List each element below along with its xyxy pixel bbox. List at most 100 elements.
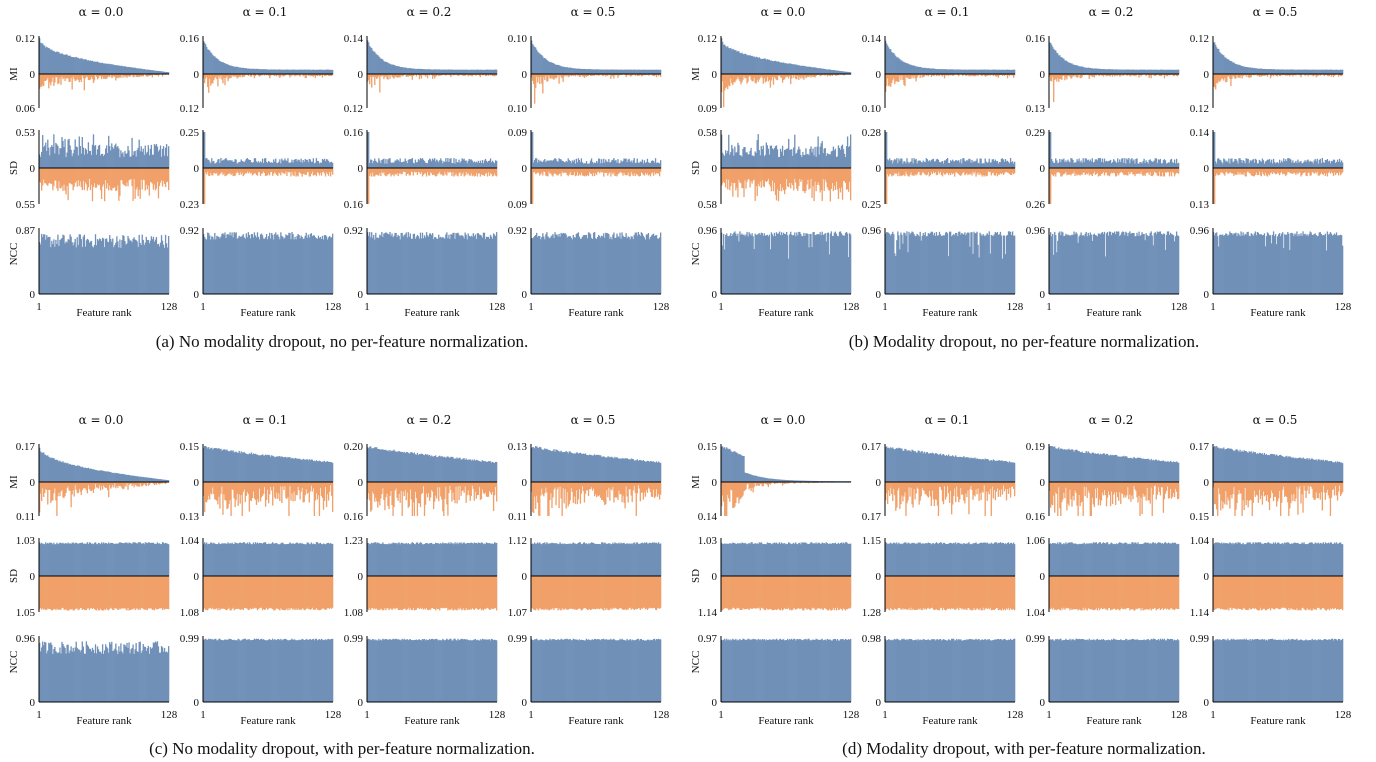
- sd-bar-pos: [598, 158, 600, 168]
- mi-bar-pos: [809, 66, 811, 74]
- mi-bar-pos: [150, 70, 153, 74]
- mi-bar-neg: [945, 74, 948, 76]
- sd-bar-pos: [1076, 159, 1078, 168]
- sd-bar-pos: [971, 159, 973, 168]
- mi-bar-neg: [265, 74, 268, 76]
- mi-bar-neg: [834, 74, 837, 76]
- mi-bar-neg: [610, 74, 612, 79]
- mi-bar-pos: [52, 51, 54, 74]
- sd-bar-pos: [571, 160, 573, 168]
- sd-bar-neg: [539, 168, 541, 176]
- sd-bar-pos: [774, 146, 777, 168]
- mi-bar-pos: [1306, 69, 1308, 74]
- sd-bar-pos: [135, 156, 137, 168]
- sd-bar-neg: [60, 168, 62, 189]
- mi-bar-neg: [479, 74, 482, 78]
- mi-bar-pos: [1049, 42, 1051, 74]
- sd-bar-neg: [234, 168, 236, 176]
- mi-bar-pos: [1108, 69, 1111, 74]
- mi-bar-pos: [1213, 42, 1215, 74]
- ncc-bar: [250, 234, 253, 294]
- ncc-bar: [1158, 231, 1161, 294]
- sd-bar-neg: [925, 168, 927, 176]
- ncc-bar: [580, 238, 583, 294]
- mi-bar-neg: [67, 74, 69, 79]
- sd-bar-pos: [1128, 157, 1130, 168]
- mi-bar-neg: [1300, 74, 1302, 78]
- sd-bar-neg: [801, 168, 803, 180]
- sd-bar-neg: [273, 168, 275, 174]
- mi-bar-neg: [126, 74, 128, 78]
- mi-bar-pos: [987, 69, 989, 74]
- ncc-bar: [654, 235, 657, 294]
- ncc-bar: [451, 234, 453, 294]
- sd-bar-pos: [212, 161, 214, 168]
- sd-bar-neg: [770, 168, 773, 192]
- sd-bar-pos: [728, 134, 730, 168]
- ncc-bar: [721, 232, 723, 294]
- sd-bar-neg: [722, 168, 724, 184]
- sd-bar-neg: [769, 168, 772, 187]
- sd-bar-neg: [1062, 168, 1064, 175]
- mi-bar-neg: [92, 74, 95, 83]
- ncc-bar: [629, 239, 631, 294]
- ncc-bar: [1078, 236, 1080, 294]
- sd-bar-neg: [85, 168, 88, 185]
- mi-bar-neg: [1077, 74, 1079, 77]
- mi-bar-neg: [375, 74, 377, 78]
- mi-bar-pos: [888, 47, 890, 74]
- sd-bar-pos: [206, 157, 208, 168]
- sd-bar-neg: [1215, 168, 1217, 176]
- mi-bar-neg: [598, 74, 600, 76]
- mi-bar-neg: [115, 74, 117, 81]
- ncc-zero-tick: 0: [1040, 289, 1046, 301]
- sd-bar-pos: [1117, 158, 1119, 168]
- sd-bar-neg: [1142, 168, 1144, 176]
- sd-bar-pos: [604, 162, 606, 168]
- sd-bar-neg: [653, 168, 656, 173]
- sd-bar-neg: [492, 168, 495, 176]
- mi-bar-pos: [596, 69, 598, 74]
- sd-bar-neg: [455, 168, 457, 174]
- mi-bar-pos: [1288, 69, 1290, 74]
- mi-bar-neg: [768, 74, 771, 81]
- sd-bar-neg: [816, 168, 818, 185]
- sd-bar-neg: [1060, 168, 1062, 177]
- sd-bar-neg: [330, 168, 333, 172]
- sd-bar-neg: [1171, 168, 1174, 172]
- sd-bar-pos: [70, 149, 72, 168]
- mi-bar-pos: [1314, 69, 1316, 74]
- mi-bar-neg: [644, 74, 647, 76]
- ncc-bar: [560, 232, 562, 294]
- ncc-bar: [903, 232, 905, 294]
- mi-bar-pos: [792, 64, 794, 74]
- ncc-bar: [1155, 234, 1157, 294]
- mi-bar-pos: [747, 54, 749, 74]
- mi-bar-neg: [1101, 74, 1104, 76]
- mi-bar-pos: [475, 69, 477, 74]
- sd-bar-neg: [939, 168, 942, 172]
- ncc-bar: [896, 240, 898, 294]
- mi-bar-pos: [1081, 66, 1083, 74]
- mi-bar-neg: [249, 74, 252, 77]
- sd-bar-pos: [1163, 159, 1166, 168]
- sd-bar-neg: [412, 168, 415, 176]
- mi-bar-pos: [307, 69, 309, 74]
- mi-bar-pos: [1327, 69, 1330, 74]
- sd-bar-neg: [757, 168, 759, 184]
- ncc-bar: [310, 233, 312, 294]
- ncc-bar: [85, 240, 88, 294]
- sd-bar-neg: [550, 168, 552, 174]
- ncc-bar: [546, 232, 548, 294]
- ncc-bar: [392, 237, 394, 294]
- ncc-bar: [373, 234, 375, 294]
- ncc-bar: [420, 238, 423, 294]
- ncc-bar: [627, 236, 629, 294]
- mi-bar-pos: [111, 64, 113, 74]
- sd-bar-neg: [913, 168, 915, 176]
- ncc-bar: [829, 233, 831, 294]
- mi-bar-pos: [213, 56, 215, 74]
- mi-bar-neg: [1002, 74, 1005, 76]
- sd-bar-neg: [741, 168, 743, 189]
- ncc-bar: [1164, 249, 1167, 294]
